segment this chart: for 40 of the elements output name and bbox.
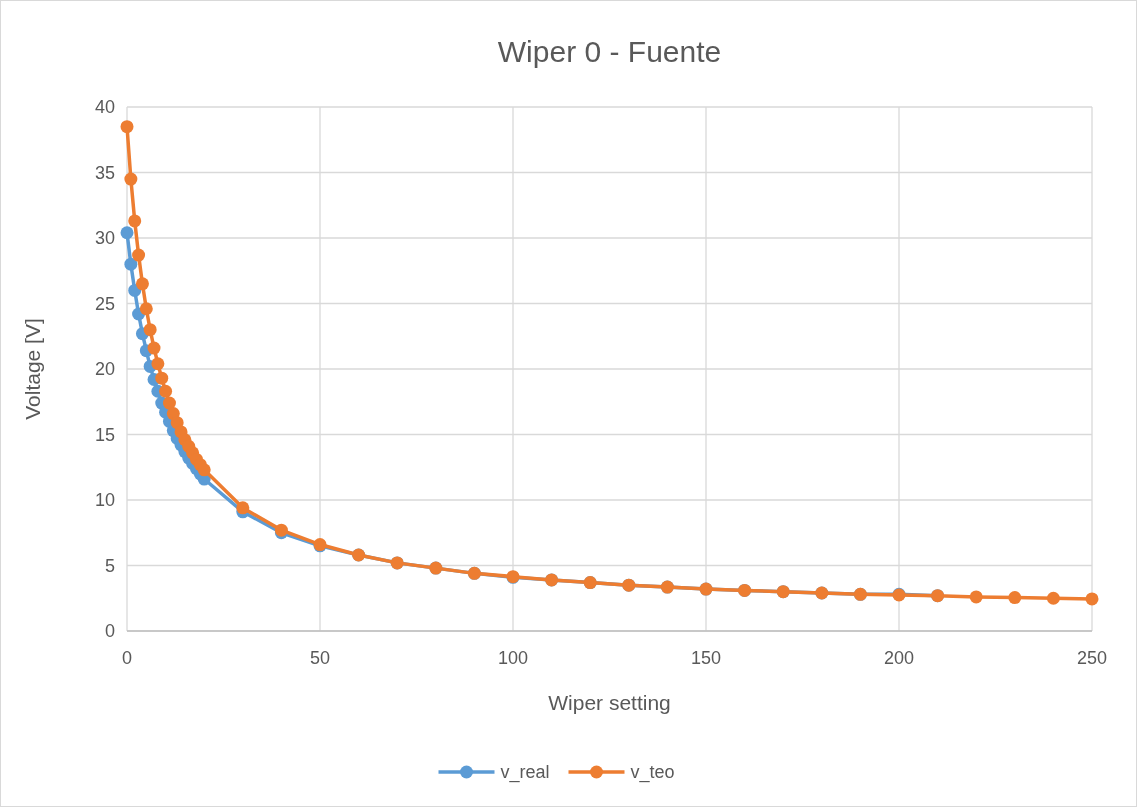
point bbox=[132, 248, 146, 262]
legend-label: v_teo bbox=[630, 762, 675, 784]
point bbox=[162, 396, 176, 410]
x-tick-label: 50 bbox=[309, 648, 331, 668]
point bbox=[1085, 592, 1099, 606]
y-tick-label: 25 bbox=[94, 293, 115, 314]
point bbox=[1008, 591, 1022, 605]
point bbox=[120, 120, 134, 134]
point bbox=[135, 277, 149, 291]
x-tick-label: 250 bbox=[1076, 648, 1108, 668]
y-tick-label: 0 bbox=[104, 621, 115, 642]
x-tick-label: 200 bbox=[883, 648, 915, 668]
y-tick-label: 30 bbox=[94, 228, 115, 249]
point bbox=[155, 371, 169, 385]
y-tick-label: 5 bbox=[104, 555, 115, 576]
point bbox=[124, 257, 138, 271]
y-axis-title: Voltage [V] bbox=[21, 318, 44, 420]
chart-title: Wiper 0 - Fuente bbox=[497, 35, 722, 68]
point bbox=[139, 302, 153, 316]
point bbox=[124, 172, 138, 186]
x-tick-label: 0 bbox=[121, 648, 133, 668]
y-tick-label: 40 bbox=[94, 97, 115, 118]
point bbox=[143, 323, 157, 337]
y-tick-label: 20 bbox=[94, 359, 115, 380]
point bbox=[128, 214, 142, 228]
x-axis-title: Wiper setting bbox=[548, 691, 671, 714]
x-tick-label: 100 bbox=[497, 648, 529, 668]
y-tick-label: 35 bbox=[94, 162, 115, 183]
legend-label: v_real bbox=[500, 762, 550, 784]
x-tick-label: 150 bbox=[690, 648, 722, 668]
point bbox=[159, 384, 173, 398]
point bbox=[969, 590, 983, 604]
point bbox=[236, 501, 250, 515]
y-tick-label: 15 bbox=[94, 424, 115, 445]
point bbox=[197, 463, 211, 477]
point bbox=[120, 226, 134, 240]
point bbox=[151, 357, 165, 371]
point bbox=[1046, 591, 1060, 605]
y-tick-label: 10 bbox=[94, 490, 115, 511]
point bbox=[147, 341, 161, 355]
